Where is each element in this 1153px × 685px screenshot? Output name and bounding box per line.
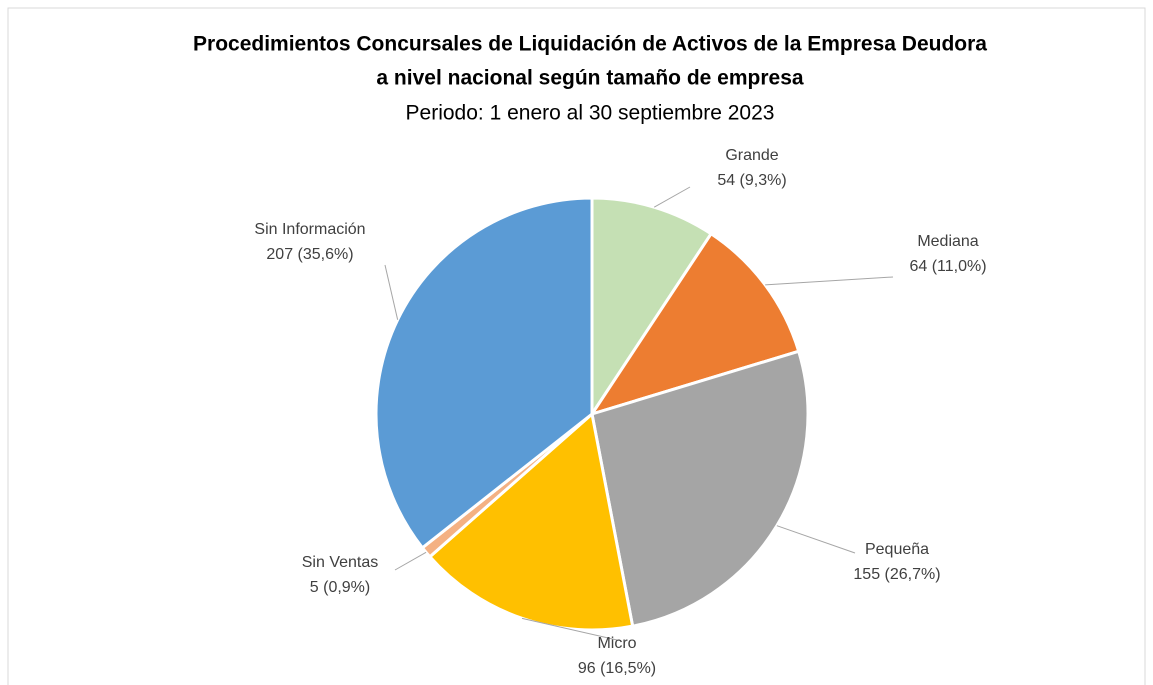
slice-label: Sin Información [254,221,365,238]
pie-slice [374,196,594,550]
pie-slice [588,231,801,417]
leader-line [394,551,427,571]
slice-value-label: 96 (16,5%) [578,660,656,677]
pie-slice [590,349,810,628]
chart-title: Procedimientos Concursales de Liquidació… [193,33,987,56]
slice-label: Mediana [917,233,978,250]
slice-value-label: 207 (35,6%) [266,246,353,263]
slice-label: Sin Ventas [302,554,379,571]
pie-slice [590,196,714,419]
slice-value-label: 64 (11,0%) [909,258,986,275]
leader-line [776,525,856,554]
leader-line [765,276,894,286]
chart-title: a nivel nacional según tamaño de empresa [376,67,803,90]
slice-label: Grande [725,147,778,164]
slice-label: Pequeña [865,541,929,558]
slice-value-label: 5 (0,9%) [310,579,370,596]
slice-label: Micro [597,635,636,652]
slice-value-label: 54 (9,3%) [717,172,786,189]
leader-line [653,186,691,208]
leader-line [521,617,618,641]
slice-value-label: 155 (26,7%) [853,566,940,583]
leader-line [384,264,399,320]
chart-subtitle: Periodo: 1 enero al 30 septiembre 2023 [406,102,775,125]
